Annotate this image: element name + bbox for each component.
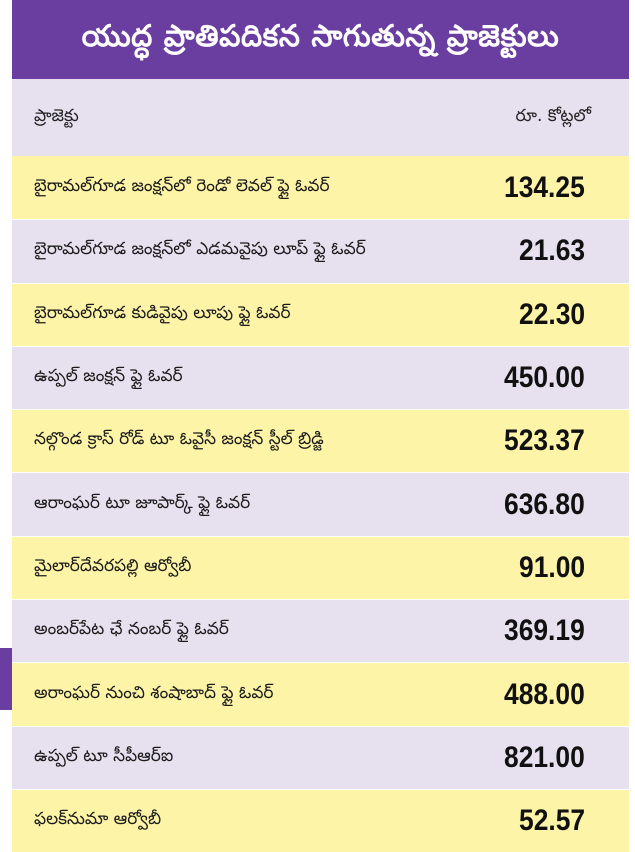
table-row: ఆరాంఘర్‌ టూ జూపార్క్‌ ఫ్లై ఓవర్‌ 636.80	[12, 472, 629, 536]
project-name: నల్గొండ క్రాస్‌ రోడ్‌ టూ ఓవైసీ జంక్షన్‌ …	[34, 429, 324, 450]
project-name: బైరామల్‌గూడ జంక్షన్‌లో ఎడమవైపు లూప్‌ ఫ్ల…	[34, 239, 366, 260]
project-amount: 369.19	[504, 614, 585, 648]
project-name: ఫలక్‌నుమా ఆర్వోబీ	[34, 809, 162, 830]
project-name: అంబర్‌పేట ఛే నంబర్‌ ఫ్లై ఓవర్‌	[34, 619, 229, 640]
project-amount: 21.63	[518, 234, 585, 268]
project-amount: 22.30	[518, 297, 585, 331]
table-row: బైరామల్‌గూడ కుడివైపు లూపు ఫ్లై ఓవర్‌ 22.…	[12, 282, 629, 346]
projects-table: యుద్ధ ప్రాతిపదికన సాగుతున్న ప్రాజెక్టులు…	[12, 0, 629, 852]
table-row: బైరామల్‌గూడ జంక్షన్‌లో రెండో లెవల్‌ ఫ్లై…	[12, 156, 629, 220]
project-name: బైరామల్‌గూడ కుడివైపు లూపు ఫ్లై ఓవర్‌	[34, 302, 291, 323]
table-row: అరాంఘర్‌ నుంచి శంషాబాద్‌ ఫ్లై ఓవర్‌ 488.…	[12, 662, 629, 726]
project-amount: 52.57	[518, 804, 585, 838]
column-header-project: ప్రాజెక్టు	[34, 105, 79, 126]
project-name: ఉప్పల్‌ టూ సీపీఆర్‌ఐ	[34, 745, 174, 766]
table-row: మైలార్‌దేవరపల్లి ఆర్వోబీ 91.00	[12, 535, 629, 600]
project-amount: 450.00	[504, 361, 585, 395]
table-header-row: ప్రాజెక్టు రూ. కోట్లలో	[12, 79, 629, 156]
table-row: నల్గొండ క్రాస్‌ రోడ్‌ టూ ఓవైసీ జంక్షన్‌ …	[12, 409, 629, 473]
table-row: అంబర్‌పేట ఛే నంబర్‌ ఫ్లై ఓవర్‌ 369.19	[12, 599, 629, 663]
project-amount: 821.00	[504, 740, 585, 774]
table-title: యుద్ధ ప్రాతిపదికన సాగుతున్న ప్రాజెక్టులు	[12, 0, 629, 79]
project-name: ఉప్పల్‌ జంక్షన్‌ ఫ్లై ఓవర్‌	[34, 366, 183, 387]
side-accent-tab	[0, 648, 12, 710]
column-header-amount: రూ. కోట్లలో	[515, 105, 591, 126]
project-amount: 523.37	[504, 424, 585, 458]
project-name: మైలార్‌దేవరపల్లి ఆర్వోబీ	[34, 555, 192, 576]
project-amount: 636.80	[504, 487, 585, 521]
table-body: బైరామల్‌గూడ జంక్షన్‌లో రెండో లెవల్‌ ఫ్లై…	[12, 156, 629, 852]
project-amount: 91.00	[518, 550, 585, 584]
table-row: ఫలక్‌నుమా ఆర్వోబీ 52.57	[12, 788, 629, 852]
table-row: ఉప్పల్‌ టూ సీపీఆర్‌ఐ 821.00	[12, 725, 629, 789]
project-name: అరాంఘర్‌ నుంచి శంషాబాద్‌ ఫ్లై ఓవర్‌	[34, 682, 274, 703]
table-row: ఉప్పల్‌ జంక్షన్‌ ఫ్లై ఓవర్‌ 450.00	[12, 345, 629, 410]
project-name: ఆరాంఘర్‌ టూ జూపార్క్‌ ఫ్లై ఓవర్‌	[34, 492, 251, 513]
project-amount: 488.00	[504, 677, 585, 711]
project-name: బైరామల్‌గూడ జంక్షన్‌లో రెండో లెవల్‌ ఫ్లై…	[34, 175, 330, 196]
project-amount: 134.25	[504, 170, 585, 204]
table-row: బైరామల్‌గూడ జంక్షన్‌లో ఎడమవైపు లూప్‌ ఫ్ల…	[12, 219, 629, 283]
